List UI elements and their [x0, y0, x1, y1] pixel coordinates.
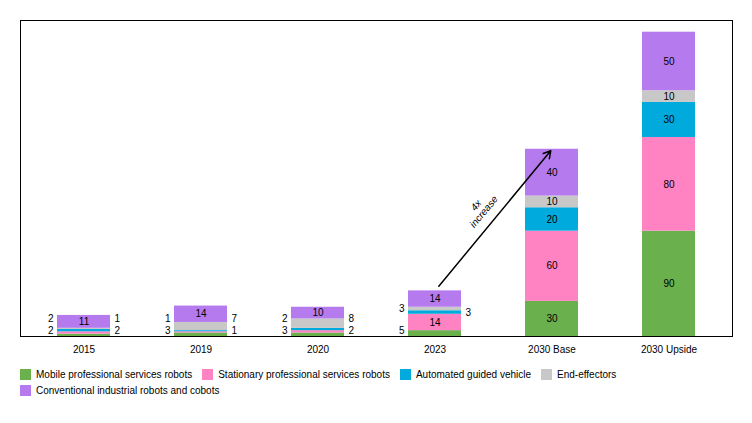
svg-text:30: 30 [546, 313, 558, 324]
html-text:Stationary professional servic: Stationary professional services robots [218, 368, 390, 380]
svg-text:20: 20 [546, 214, 558, 225]
svg-text:3: 3 [282, 325, 288, 336]
svg-text:2: 2 [348, 325, 354, 336]
svg-text:2: 2 [48, 325, 54, 336]
svg-text:14: 14 [429, 317, 441, 328]
svg-text:90: 90 [663, 278, 675, 289]
svg-text:30: 30 [663, 114, 675, 125]
svg-text:11: 11 [79, 316, 90, 327]
html-text:Mobile professional services r: Mobile professional services robots [36, 368, 193, 380]
html-text:Conventional industrial robots: Conventional industrial robots and cobot… [36, 385, 220, 397]
svg-text:5: 5 [399, 325, 405, 336]
svg-text:2030 Base: 2030 Base [528, 344, 576, 355]
svg-text:2030 Upside: 2030 Upside [641, 344, 698, 355]
svg-text:2: 2 [282, 313, 288, 324]
svg-text:7: 7 [231, 313, 237, 324]
svg-text:2015: 2015 [73, 344, 96, 355]
svg-text:50: 50 [663, 56, 675, 67]
svg-text:2019: 2019 [190, 344, 213, 355]
svg-text:2: 2 [48, 313, 54, 324]
svg-text:2023: 2023 [424, 344, 447, 355]
svg-text:8: 8 [348, 313, 354, 324]
svg-text:10: 10 [312, 307, 324, 318]
svg-text:10: 10 [546, 196, 558, 207]
svg-text:14: 14 [429, 293, 441, 304]
svg-text:2: 2 [114, 325, 120, 336]
html-text:Automated guided vehicle: Automated guided vehicle [415, 368, 531, 380]
svg-text:40: 40 [546, 167, 558, 178]
svg-text:3: 3 [165, 325, 171, 336]
svg-text:2020: 2020 [307, 344, 330, 355]
svg-text:1: 1 [165, 313, 171, 324]
svg-text:1: 1 [114, 313, 120, 324]
svg-text:14: 14 [195, 308, 207, 319]
svg-text:80: 80 [663, 179, 675, 190]
svg-text:1: 1 [231, 325, 237, 336]
html-text:End-effectors: End-effectors [557, 368, 617, 380]
svg-text:10: 10 [663, 91, 675, 102]
svg-text:3: 3 [399, 303, 405, 314]
svg-text:4xincrease: 4xincrease [460, 187, 501, 230]
svg-text:60: 60 [546, 260, 558, 271]
svg-text:3: 3 [465, 307, 471, 318]
